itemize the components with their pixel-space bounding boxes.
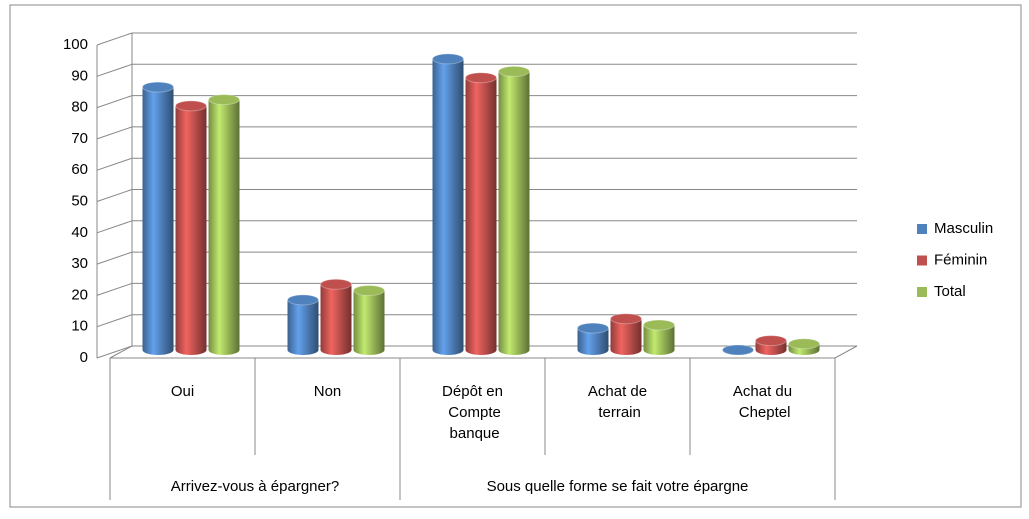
- legend-label: Féminin: [934, 251, 987, 268]
- bar: [320, 284, 352, 350]
- y-tick-label: 70: [71, 130, 88, 147]
- y-tick-label: 30: [71, 255, 88, 272]
- y-tick-label: 40: [71, 224, 88, 241]
- bar-top: [142, 81, 174, 93]
- bar: [142, 87, 174, 350]
- bar-top: [432, 53, 464, 65]
- bar-top: [577, 322, 609, 334]
- y-tick-label: 90: [71, 67, 88, 84]
- bar-top: [722, 344, 754, 356]
- x-tick-label: Oui: [171, 383, 194, 400]
- tick-mark: [96, 251, 133, 265]
- x-tick-label: Achat du Cheptel: [733, 383, 792, 421]
- bar: [577, 328, 609, 350]
- bar: [353, 290, 385, 350]
- tick-mark: [96, 282, 133, 296]
- bar-top: [175, 100, 207, 112]
- bar-top: [498, 65, 530, 77]
- tick-mark: [96, 314, 133, 328]
- y-tick-label: 80: [71, 99, 88, 116]
- tick-mark: [96, 157, 133, 171]
- bar: [287, 299, 319, 350]
- y-tick-label: 0: [80, 349, 88, 366]
- y-tick-label: 50: [71, 192, 88, 209]
- bar: [432, 58, 464, 350]
- bar-top: [643, 319, 675, 331]
- tick-mark: [96, 32, 133, 46]
- legend-swatch: [917, 255, 927, 266]
- tick-mark: [96, 63, 133, 77]
- bar: [465, 77, 497, 350]
- bar: [175, 105, 207, 350]
- legend-label: Masculin: [934, 220, 993, 237]
- tick-mark: [96, 95, 133, 109]
- x-tick-label: Achat de terrain: [588, 383, 647, 421]
- group-label: Sous quelle forme se fait votre épargne: [487, 478, 749, 495]
- tick-mark: [96, 189, 133, 202]
- x-tick-label: Non: [314, 383, 342, 400]
- bar: [498, 71, 530, 351]
- legend-swatch: [917, 287, 927, 297]
- bar-top: [353, 285, 385, 297]
- legend-label: Total: [934, 283, 966, 300]
- bar-top: [610, 313, 642, 325]
- y-tick-label: 20: [71, 286, 88, 303]
- legend-swatch: [917, 224, 927, 234]
- tick-mark: [96, 220, 133, 234]
- tick-mark: [96, 126, 133, 140]
- bar: [208, 99, 240, 350]
- x-tick-label: Dépôt en Compte banque: [442, 383, 503, 442]
- y-tick-label: 100: [63, 36, 88, 53]
- bar-top: [208, 94, 240, 106]
- bar-top: [287, 294, 319, 306]
- y-tick-label: 60: [71, 161, 88, 178]
- y-tick-label: 10: [71, 318, 88, 335]
- bar-top: [320, 278, 352, 290]
- bar: [610, 318, 642, 350]
- bar-top: [465, 72, 497, 84]
- bar-top: [755, 335, 787, 347]
- bar-top: [788, 338, 820, 350]
- tick-mark: [96, 345, 133, 359]
- group-label: Arrivez-vous à épargner?: [171, 478, 339, 495]
